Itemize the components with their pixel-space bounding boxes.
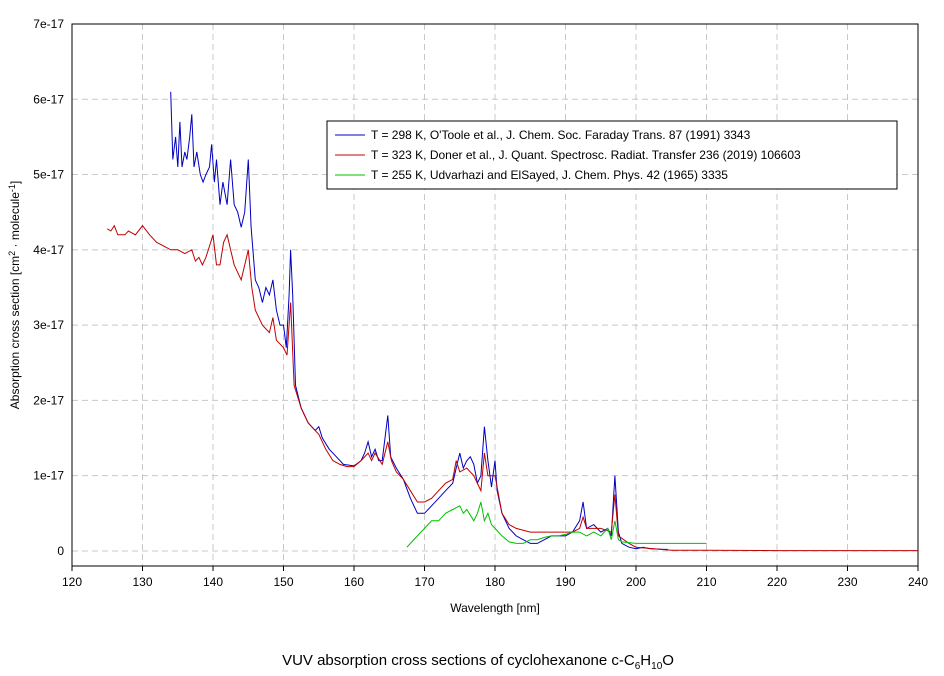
- y-label-part: · molecule: [8, 192, 22, 251]
- series-line: [107, 224, 918, 552]
- series-line: [406, 501, 707, 548]
- x-tick-label: 170: [414, 575, 434, 589]
- y-label-part: ]: [8, 181, 22, 184]
- x-tick-label: 200: [626, 575, 646, 589]
- x-tick-label: 190: [555, 575, 575, 589]
- chart-title: VUV absorption cross sections of cyclohe…: [282, 652, 674, 672]
- legend-label: T = 298 K, O'Toole et al., J. Chem. Soc.…: [371, 128, 751, 142]
- y-tick-label: 5e-17: [33, 168, 64, 182]
- title-part: O: [662, 652, 674, 669]
- y-tick-label: 1e-17: [33, 469, 64, 483]
- y-tick-label: 3e-17: [33, 318, 64, 332]
- y-tick-label: 7e-17: [33, 17, 64, 31]
- y-tick-label: 6e-17: [33, 92, 64, 106]
- x-tick-label: 220: [767, 575, 787, 589]
- y-label-superscript: -1: [7, 184, 17, 192]
- y-tick-label: 0: [57, 544, 64, 558]
- y-label-part: Absorption cross section [cm: [8, 256, 22, 409]
- y-label-superscript: 2: [7, 251, 17, 256]
- legend-label: T = 323 K, Doner et al., J. Quant. Spect…: [371, 148, 801, 162]
- x-tick-label: 130: [132, 575, 152, 589]
- title-subscript: 10: [651, 661, 663, 672]
- y-axis-label: Absorption cross section [cm2 · molecule…: [7, 181, 22, 409]
- legend-label: T = 255 K, Udvarhazi and ElSayed, J. Che…: [371, 168, 728, 182]
- x-tick-label: 210: [696, 575, 716, 589]
- x-tick-label: 120: [62, 575, 82, 589]
- x-tick-label: 150: [273, 575, 293, 589]
- x-axis-label: Wavelength [nm]: [450, 601, 540, 615]
- x-tick-label: 140: [203, 575, 223, 589]
- legend-box: [326, 120, 898, 190]
- x-tick-label: 180: [485, 575, 505, 589]
- plot-frame: [71, 23, 919, 567]
- title-part: VUV absorption cross sections of cyclohe…: [282, 652, 635, 669]
- x-tick-label: 160: [344, 575, 364, 589]
- x-tick-label: 240: [908, 575, 928, 589]
- title-subscript: 6: [635, 661, 641, 672]
- title-part: H: [640, 652, 651, 669]
- x-tick-label: 230: [837, 575, 857, 589]
- y-tick-label: 2e-17: [33, 393, 64, 407]
- y-tick-label: 4e-17: [33, 243, 64, 257]
